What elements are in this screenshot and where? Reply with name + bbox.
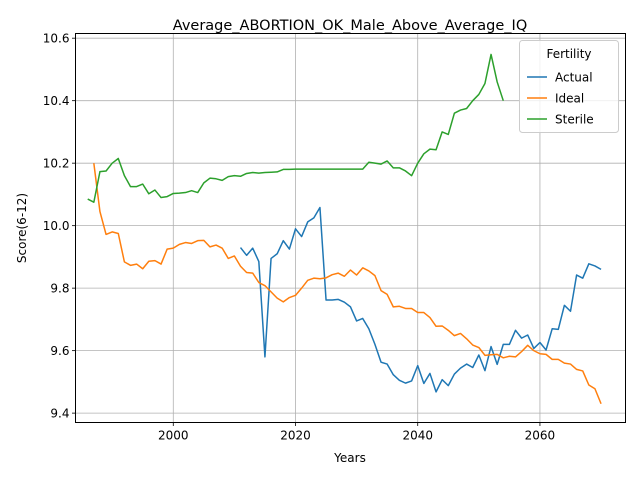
legend-title: Fertility (546, 47, 591, 61)
y-tick-label: 9.8 (50, 281, 69, 295)
x-tick-label: 2040 (402, 429, 433, 443)
legend: Fertility Actual Ideal Sterile (520, 41, 619, 133)
series-line-ideal (94, 163, 601, 404)
x-tick-label: 2020 (280, 429, 311, 443)
series-line-actual (241, 208, 602, 392)
y-tick-label: 10.0 (43, 219, 70, 233)
legend-label-actual: Actual (555, 71, 593, 85)
y-tick-label: 9.6 (50, 344, 69, 358)
legend-label-sterile: Sterile (555, 113, 594, 127)
x-tick-label: 2060 (525, 429, 556, 443)
x-tick-label: 2000 (158, 429, 189, 443)
y-tick-label: 9.4 (50, 406, 69, 420)
y-axis-ticks: 9.4 9.6 9.8 10.0 10.2 10.4 10.6 (43, 31, 76, 420)
x-axis-label: Years (333, 451, 366, 465)
legend-label-ideal: Ideal (555, 92, 584, 106)
x-axis-ticks: 2000 2020 2040 2060 (158, 423, 555, 443)
y-tick-label: 10.2 (43, 156, 70, 170)
y-tick-label: 10.4 (43, 94, 70, 108)
y-tick-label: 10.6 (43, 31, 70, 45)
chart-title: Average_ABORTION_OK_Male_Above_Average_I… (173, 18, 527, 34)
y-axis-label: Score(6-12) (15, 193, 29, 263)
